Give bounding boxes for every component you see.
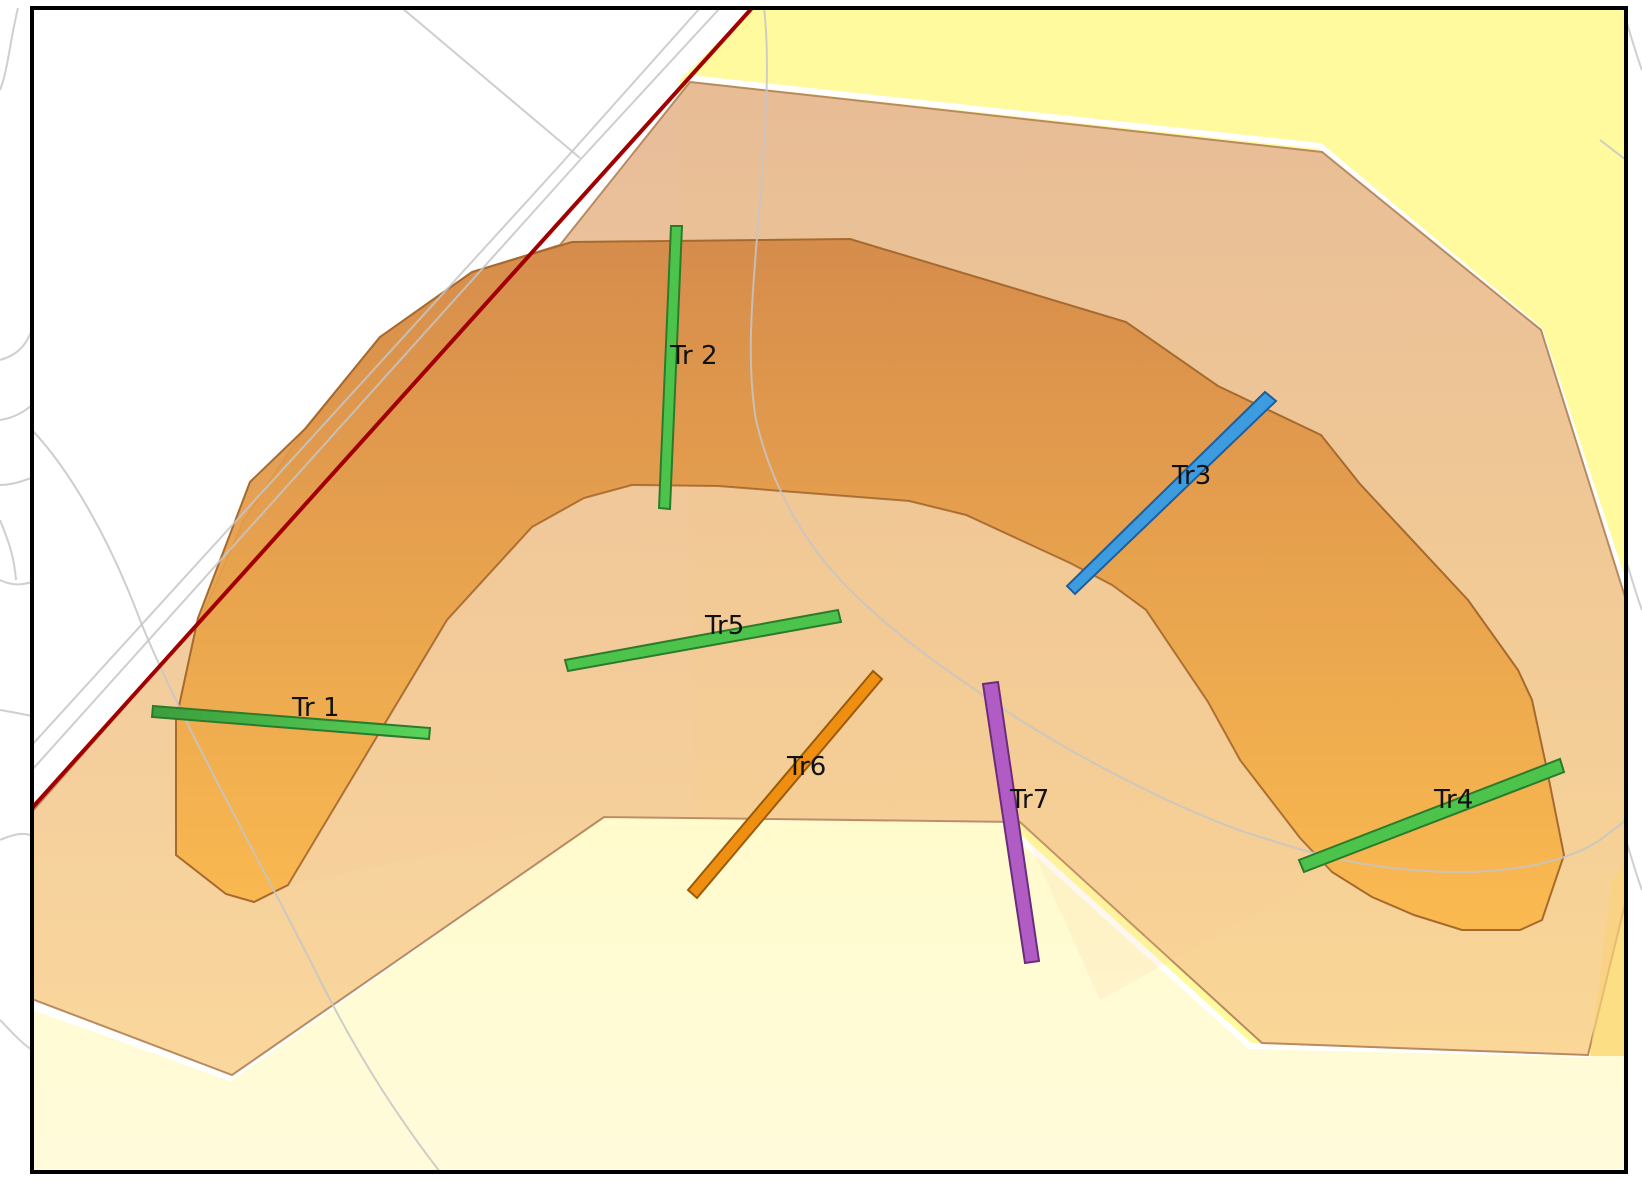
inner-buffer-zone xyxy=(288,485,1332,1000)
trench-tr4[interactable] xyxy=(1297,757,1566,874)
trench-label-tr3: Tr3 xyxy=(1171,461,1211,491)
pale-yellow-zone xyxy=(32,815,1626,1172)
trench-tr2[interactable] xyxy=(657,225,684,511)
trench-tr5[interactable] xyxy=(563,608,843,673)
site-boundary-line xyxy=(32,8,754,810)
trench-tr1[interactable] xyxy=(150,704,432,741)
trench-label-tr1: Tr 1 xyxy=(291,693,340,723)
background-lines xyxy=(32,8,1626,1172)
trench-label-tr4: Tr4 xyxy=(1433,785,1473,815)
trench-label-tr7: Tr7 xyxy=(1009,785,1049,815)
trench-label-tr6: Tr6 xyxy=(786,752,826,782)
map-frame xyxy=(30,6,1628,1174)
trench-label-tr5: Tr5 xyxy=(704,611,744,641)
trench-tr6[interactable] xyxy=(686,669,884,900)
trench-tr3[interactable] xyxy=(1065,390,1278,596)
trench-tr7[interactable] xyxy=(981,680,1041,965)
trench-labels: Tr 1 Tr 2 Tr3 Tr4 Tr5 Tr6 Tr7 xyxy=(291,341,1473,815)
inner-arc-zone xyxy=(175,237,1566,931)
trench-label-tr2: Tr 2 xyxy=(669,341,718,371)
trenches-layer xyxy=(150,225,1566,965)
